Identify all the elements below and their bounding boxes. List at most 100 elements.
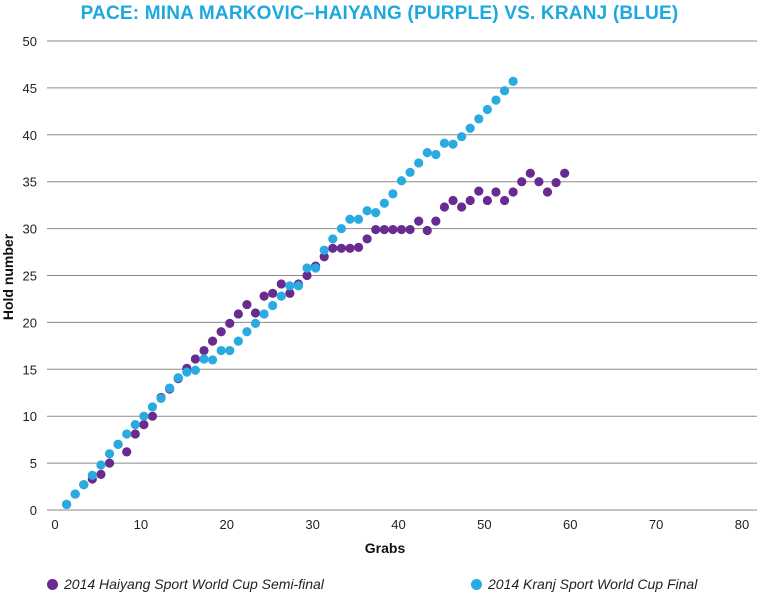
data-point xyxy=(422,148,432,158)
data-point xyxy=(534,177,544,187)
data-point xyxy=(293,281,304,291)
data-point xyxy=(362,206,372,216)
data-point xyxy=(439,138,450,148)
y-axis-label: Hold number xyxy=(0,233,16,320)
legend-marker-purple xyxy=(47,578,58,590)
data-point xyxy=(259,309,269,319)
data-point xyxy=(311,263,321,273)
data-point xyxy=(130,420,140,430)
x-tick-label: 70 xyxy=(649,517,663,532)
data-point xyxy=(328,234,338,244)
y-tick-label: 40 xyxy=(23,128,37,143)
legend-item-kranj: 2014 Kranj Sport World Cup Final xyxy=(471,576,697,592)
data-point xyxy=(147,402,158,412)
data-point xyxy=(405,224,415,235)
y-tick-label: 50 xyxy=(23,34,37,49)
data-point xyxy=(491,187,501,197)
data-point xyxy=(242,327,252,337)
data-point xyxy=(499,86,510,96)
data-point xyxy=(87,470,97,480)
data-point xyxy=(388,189,398,199)
data-point xyxy=(414,216,424,226)
data-point xyxy=(302,270,312,281)
data-point xyxy=(139,420,149,430)
x-tick-label: 30 xyxy=(305,517,319,532)
data-point xyxy=(525,168,535,178)
data-point xyxy=(508,187,518,197)
data-point xyxy=(259,291,269,301)
data-point xyxy=(345,214,355,224)
data-point xyxy=(388,224,398,235)
data-point xyxy=(233,336,243,346)
x-tick-label: 10 xyxy=(134,517,148,532)
data-point xyxy=(190,354,200,364)
data-point xyxy=(353,242,364,252)
data-point xyxy=(319,252,329,262)
x-tick-label: 20 xyxy=(220,517,234,532)
data-point xyxy=(156,393,166,403)
data-point xyxy=(439,202,450,212)
data-point xyxy=(268,288,278,298)
data-point xyxy=(250,318,261,328)
data-point xyxy=(551,178,561,188)
data-point xyxy=(474,114,484,124)
x-tick-label: 80 xyxy=(735,517,749,532)
x-tick-label: 60 xyxy=(563,517,577,532)
data-point xyxy=(216,327,226,337)
gridlines xyxy=(47,40,757,511)
data-point xyxy=(542,187,553,197)
data-point xyxy=(242,299,252,310)
y-tick-label: 45 xyxy=(23,81,37,96)
data-point xyxy=(233,309,243,319)
data-point xyxy=(362,234,372,244)
data-point xyxy=(431,216,441,226)
data-point xyxy=(336,243,346,253)
data-point xyxy=(371,224,381,235)
data-point xyxy=(190,365,200,375)
data-point xyxy=(276,279,286,289)
data-point xyxy=(457,202,467,212)
data-point xyxy=(199,345,209,356)
y-tick-label: 35 xyxy=(23,175,37,190)
data-point xyxy=(122,447,132,457)
data-point xyxy=(465,123,475,133)
x-tick-label: 50 xyxy=(477,517,491,532)
data-point xyxy=(353,214,364,224)
data-point xyxy=(414,158,424,168)
data-point xyxy=(319,245,329,255)
data-point xyxy=(130,429,140,439)
data-point xyxy=(328,243,338,253)
data-point xyxy=(508,76,518,86)
legend-marker-blue xyxy=(471,578,482,590)
data-point xyxy=(104,458,115,468)
data-point xyxy=(379,224,389,235)
data-point xyxy=(474,186,484,196)
legend-label: 2014 Kranj Sport World Cup Final xyxy=(488,576,698,592)
data-point xyxy=(345,243,355,253)
y-tick-label: 15 xyxy=(23,362,37,377)
data-point xyxy=(182,367,192,377)
data-point xyxy=(285,288,295,298)
y-tick-label: 10 xyxy=(23,409,37,424)
data-point xyxy=(165,383,175,393)
data-point xyxy=(405,167,415,177)
data-point xyxy=(560,168,570,178)
data-point xyxy=(491,95,501,105)
series-0 xyxy=(61,168,570,509)
y-tick-label: 5 xyxy=(30,456,37,471)
data-point xyxy=(482,104,492,115)
x-tick-label: 0 xyxy=(51,517,58,532)
y-tick-label: 25 xyxy=(23,269,37,284)
data-point xyxy=(207,355,218,365)
data-point xyxy=(422,225,432,236)
data-point xyxy=(431,149,441,160)
data-point xyxy=(517,177,527,187)
y-tick-label: 0 xyxy=(30,503,37,518)
x-tick-label: 40 xyxy=(391,517,405,532)
y-tick-labels: 0 5 10 15 20 25 30 35 40 45 50 xyxy=(23,34,37,518)
series-1 xyxy=(61,76,518,509)
data-point xyxy=(465,195,475,206)
data-points xyxy=(61,76,570,509)
data-point xyxy=(122,429,132,439)
